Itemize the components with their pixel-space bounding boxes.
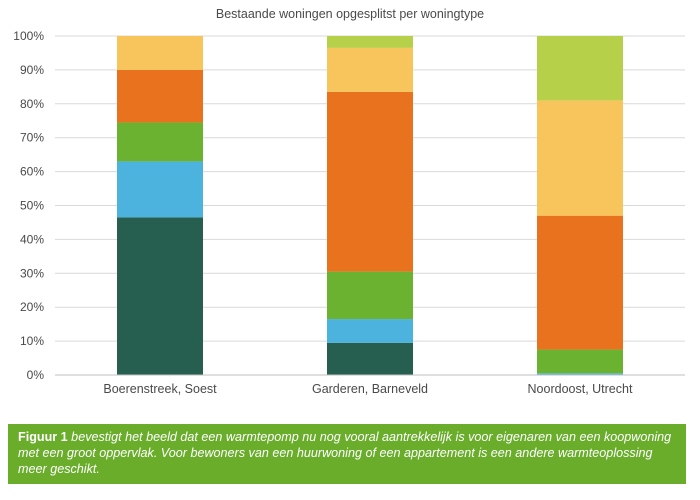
bar-segment [117, 122, 203, 162]
bar-segment [117, 69, 203, 123]
y-tick-label: 0% [27, 368, 45, 382]
bar-segment [327, 271, 413, 320]
y-tick-label: 30% [20, 266, 44, 280]
bars [117, 36, 623, 375]
y-tick-label: 100% [13, 29, 44, 43]
bar-segment [327, 36, 413, 48]
bar-segment [117, 36, 203, 70]
chart-title: Bestaande woningen opgesplitst per wonin… [216, 7, 484, 21]
y-axis-ticks: 0% 10% 20% 30% 40% 50% 60% 70% 80% 90% 100% [13, 29, 44, 382]
bar-segment [327, 319, 413, 343]
y-tick-label: 50% [20, 199, 44, 213]
bar-segment [537, 215, 623, 350]
x-axis-ticks: Boerenstreek, Soest Garderen, Barneveld No… [103, 382, 633, 396]
bar-segment [537, 100, 623, 216]
bar-segment [537, 349, 623, 374]
y-tick-label: 10% [20, 334, 44, 348]
y-tick-label: 40% [20, 232, 44, 246]
bar-segment [117, 217, 203, 375]
x-tick-label: Noordoost, Utrecht [528, 382, 633, 396]
bar-segment [327, 91, 413, 272]
stacked-bar-chart: Bestaande woningen opgesplitst per wonin… [13, 7, 685, 396]
caption-lead: Figuur 1 [18, 430, 68, 444]
y-tick-label: 70% [20, 131, 44, 145]
bar-segment [537, 373, 623, 375]
bar-segment [117, 161, 203, 218]
bar-segment [537, 36, 623, 101]
x-tick-label: Boerenstreek, Soest [103, 382, 217, 396]
y-tick-label: 60% [20, 165, 44, 179]
caption-text: bevestigt het beeld dat een warmtepomp n… [18, 430, 672, 476]
figure-caption: Figuur 1 bevestigt het beeld dat een war… [8, 424, 686, 484]
y-tick-label: 90% [20, 63, 44, 77]
y-tick-label: 80% [20, 97, 44, 111]
y-tick-label: 20% [20, 300, 44, 314]
x-tick-label: Garderen, Barneveld [312, 382, 428, 396]
bar-segment [327, 47, 413, 92]
chart-canvas: Bestaande woningen opgesplitst per wonin… [13, 7, 685, 396]
bar-segment [327, 342, 413, 375]
